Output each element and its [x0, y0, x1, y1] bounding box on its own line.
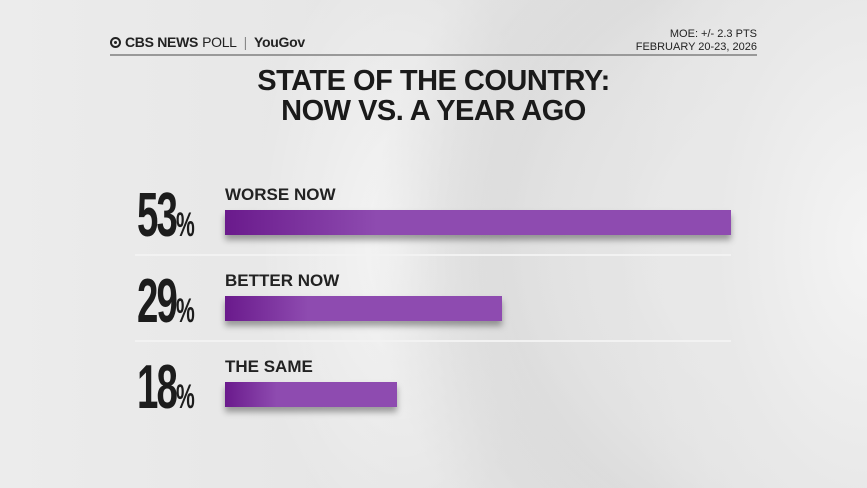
value-label: 53% [137, 185, 195, 256]
title-line-2: NOW VS. A YEAR AGO [281, 95, 586, 127]
chart-title: STATE OF THE COUNTRY: NOW VS. A YEAR AGO [0, 66, 867, 126]
value-number: 18 [137, 353, 178, 422]
partner: YouGov [254, 34, 305, 50]
header-divider [110, 54, 757, 56]
poll-dates: FEBRUARY 20-23, 2026 [635, 41, 757, 53]
percent-sign: % [176, 206, 195, 244]
bar-row: 29% BETTER NOW [135, 271, 735, 343]
category-label: THE SAME [225, 357, 313, 376]
bar [225, 210, 731, 235]
poll-info: MOE: +/- 2.3 PTS FEBRUARY 20-23, 2026 [636, 28, 757, 54]
bar-row: 18% THE SAME [135, 357, 735, 429]
category-label: WORSE NOW [225, 185, 336, 204]
bar [225, 296, 502, 321]
bar-row: 53% WORSE NOW [135, 185, 735, 257]
category-label: BETTER NOW [225, 271, 340, 290]
bar [225, 382, 397, 407]
value-label: 29% [137, 271, 195, 342]
brand: CBS NEWS [125, 34, 199, 50]
row-divider [135, 340, 731, 342]
value-label: 18% [137, 357, 195, 428]
cbs-yougov-logo: CBS NEWS POLL | YouGov [110, 34, 305, 50]
separator: | [243, 34, 248, 50]
margin-of-error: MOE: +/- 2.3 PTS [669, 28, 757, 40]
percent-sign: % [176, 292, 195, 330]
percent-sign: % [176, 378, 195, 416]
row-divider [135, 254, 731, 256]
title-line-1: STATE OF THE COUNTRY: [257, 65, 610, 97]
cbs-eye-icon [110, 36, 121, 48]
poll-label: POLL [202, 34, 237, 50]
value-number: 29 [137, 267, 178, 336]
value-number: 53 [137, 181, 178, 250]
